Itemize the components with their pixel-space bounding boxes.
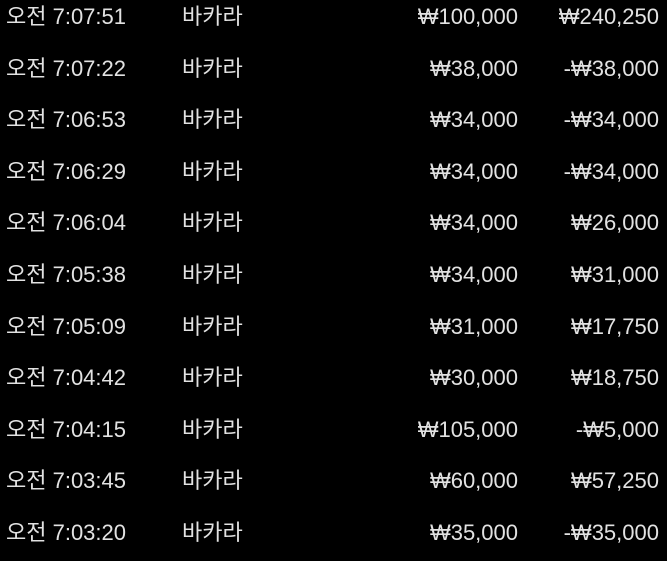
game-name: 바카라 — [182, 365, 243, 391]
result-amount: ₩240,250 — [558, 4, 659, 29]
bet-time: 오전 7:07:51 — [6, 4, 126, 29]
bet-amount: ₩31,000 — [429, 313, 518, 339]
result-amount: ₩31,000 — [570, 261, 659, 287]
bet-time: 오전 7:07:22 — [6, 55, 126, 81]
game-name: 바카라 — [182, 313, 243, 339]
game-name: 바카라 — [182, 107, 243, 133]
result-amount: ₩17,750 — [570, 313, 659, 339]
bet-history-row[interactable]: 오전 7:07:22 바카라 ₩38,000 -₩38,000 — [0, 43, 667, 95]
result-amount: ₩26,000 — [570, 210, 659, 236]
game-name: 바카라 — [182, 158, 243, 184]
bet-amount: ₩35,000 — [429, 519, 518, 545]
bet-time: 오전 7:03:20 — [6, 519, 126, 545]
bet-amount: ₩34,000 — [429, 261, 518, 287]
bet-time: 오전 7:06:53 — [6, 107, 126, 133]
result-amount: -₩34,000 — [563, 107, 659, 133]
game-name: 바카라 — [182, 55, 243, 81]
game-name: 바카라 — [182, 416, 243, 442]
bet-time: 오전 7:04:42 — [6, 365, 126, 391]
bet-amount: ₩105,000 — [417, 416, 518, 442]
game-name: 바카라 — [182, 4, 243, 29]
bet-history-row[interactable]: 오전 7:04:42 바카라 ₩30,000 ₩18,750 — [0, 352, 667, 404]
bet-time: 오전 7:05:09 — [6, 313, 126, 339]
game-name: 바카라 — [182, 261, 243, 287]
bet-time: 오전 7:06:29 — [6, 158, 126, 184]
bet-amount: ₩34,000 — [429, 210, 518, 236]
bet-time: 오전 7:03:45 — [6, 468, 126, 494]
bet-history-row[interactable]: 오전 7:05:09 바카라 ₩31,000 ₩17,750 — [0, 301, 667, 353]
result-amount: -₩34,000 — [563, 158, 659, 184]
bet-time: 오전 7:05:38 — [6, 261, 126, 287]
bet-history-row[interactable]: 오전 7:03:45 바카라 ₩60,000 ₩57,250 — [0, 455, 667, 507]
bet-history-row[interactable]: 오전 7:03:20 바카라 ₩35,000 -₩35,000 — [0, 507, 667, 559]
bet-time: 오전 7:06:04 — [6, 210, 126, 236]
result-amount: -₩35,000 — [563, 519, 659, 545]
bet-history-row[interactable]: 오전 7:06:53 바카라 ₩34,000 -₩34,000 — [0, 94, 667, 146]
bet-amount: ₩60,000 — [429, 468, 518, 494]
game-name: 바카라 — [182, 210, 243, 236]
bet-history-row[interactable]: 오전 7:06:04 바카라 ₩34,000 ₩26,000 — [0, 197, 667, 249]
bet-amount: ₩34,000 — [429, 158, 518, 184]
result-amount: -₩5,000 — [575, 416, 659, 442]
bet-history-row[interactable]: 오전 7:05:38 바카라 ₩34,000 ₩31,000 — [0, 249, 667, 301]
game-name: 바카라 — [182, 468, 243, 494]
bet-amount: ₩100,000 — [417, 4, 518, 29]
bet-time: 오전 7:04:15 — [6, 416, 126, 442]
bet-amount: ₩34,000 — [429, 107, 518, 133]
result-amount: -₩38,000 — [563, 55, 659, 81]
bet-history-row[interactable]: 오전 7:07:51 바카라 ₩100,000 ₩240,250 — [0, 0, 667, 43]
bet-history-row[interactable]: 오전 7:06:29 바카라 ₩34,000 -₩34,000 — [0, 146, 667, 198]
game-name: 바카라 — [182, 519, 243, 545]
bet-amount: ₩30,000 — [429, 365, 518, 391]
bet-amount: ₩38,000 — [429, 55, 518, 81]
result-amount: ₩18,750 — [570, 365, 659, 391]
bet-history-row[interactable]: 오전 7:04:15 바카라 ₩105,000 -₩5,000 — [0, 404, 667, 456]
result-amount: ₩57,250 — [570, 468, 659, 494]
